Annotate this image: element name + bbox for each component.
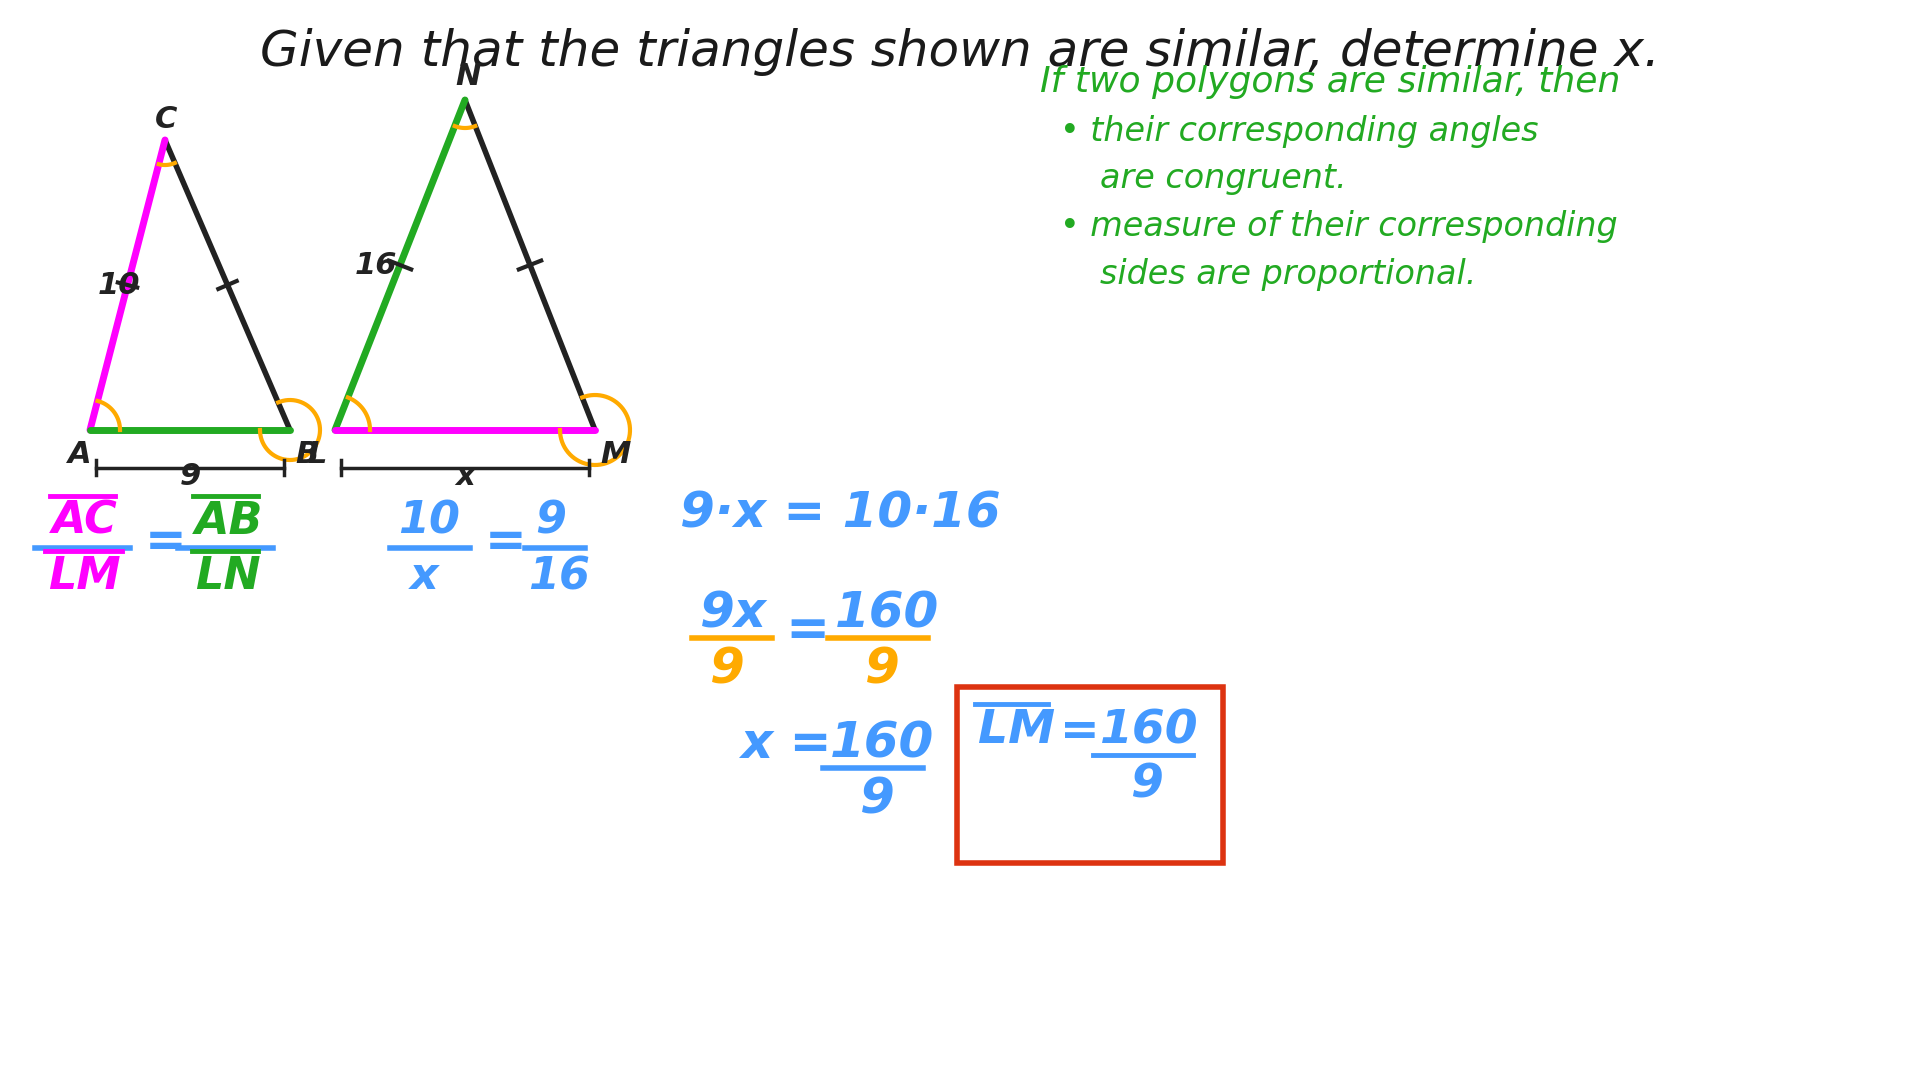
Text: =: = (486, 518, 526, 566)
Text: 160: 160 (829, 720, 935, 768)
Text: 9: 9 (1131, 762, 1164, 807)
Text: • measure of their corresponding: • measure of their corresponding (1060, 210, 1619, 243)
Text: M: M (599, 440, 630, 469)
Text: =: = (146, 518, 186, 566)
Text: 10: 10 (397, 500, 461, 543)
Text: x =: x = (739, 720, 831, 768)
Text: A: A (67, 440, 92, 469)
Text: 9: 9 (860, 775, 895, 823)
Text: x: x (411, 555, 440, 598)
Text: =: = (1060, 710, 1100, 755)
Text: are congruent.: are congruent. (1100, 162, 1346, 195)
Text: 10: 10 (98, 270, 140, 299)
Text: B: B (296, 440, 319, 469)
Text: 9: 9 (536, 500, 566, 543)
Text: If two polygons are similar, then: If two polygons are similar, then (1041, 65, 1620, 99)
Text: 9: 9 (710, 645, 745, 693)
Text: L: L (307, 440, 326, 469)
Text: 9x: 9x (701, 590, 766, 638)
Text: =: = (785, 605, 829, 657)
Text: sides are proportional.: sides are proportional. (1100, 258, 1476, 291)
Text: N: N (455, 62, 480, 91)
Text: LM: LM (48, 555, 121, 598)
FancyBboxPatch shape (956, 687, 1223, 863)
Text: 9·x = 10·16: 9·x = 10·16 (680, 490, 1000, 538)
Text: AB: AB (196, 500, 263, 543)
Text: 16: 16 (528, 555, 589, 598)
Text: 9: 9 (866, 645, 900, 693)
Text: 9: 9 (179, 462, 200, 491)
Text: Given that the triangles shown are similar, determine x.: Given that the triangles shown are simil… (259, 28, 1661, 76)
Text: 160: 160 (835, 590, 939, 638)
Text: x: x (455, 462, 474, 491)
Text: 160: 160 (1100, 708, 1198, 753)
Text: LM: LM (977, 708, 1056, 753)
Text: • their corresponding angles: • their corresponding angles (1060, 114, 1538, 148)
Text: C: C (156, 105, 177, 134)
Text: AC: AC (52, 500, 117, 543)
Text: LN: LN (196, 555, 261, 598)
Text: 16: 16 (355, 251, 397, 280)
